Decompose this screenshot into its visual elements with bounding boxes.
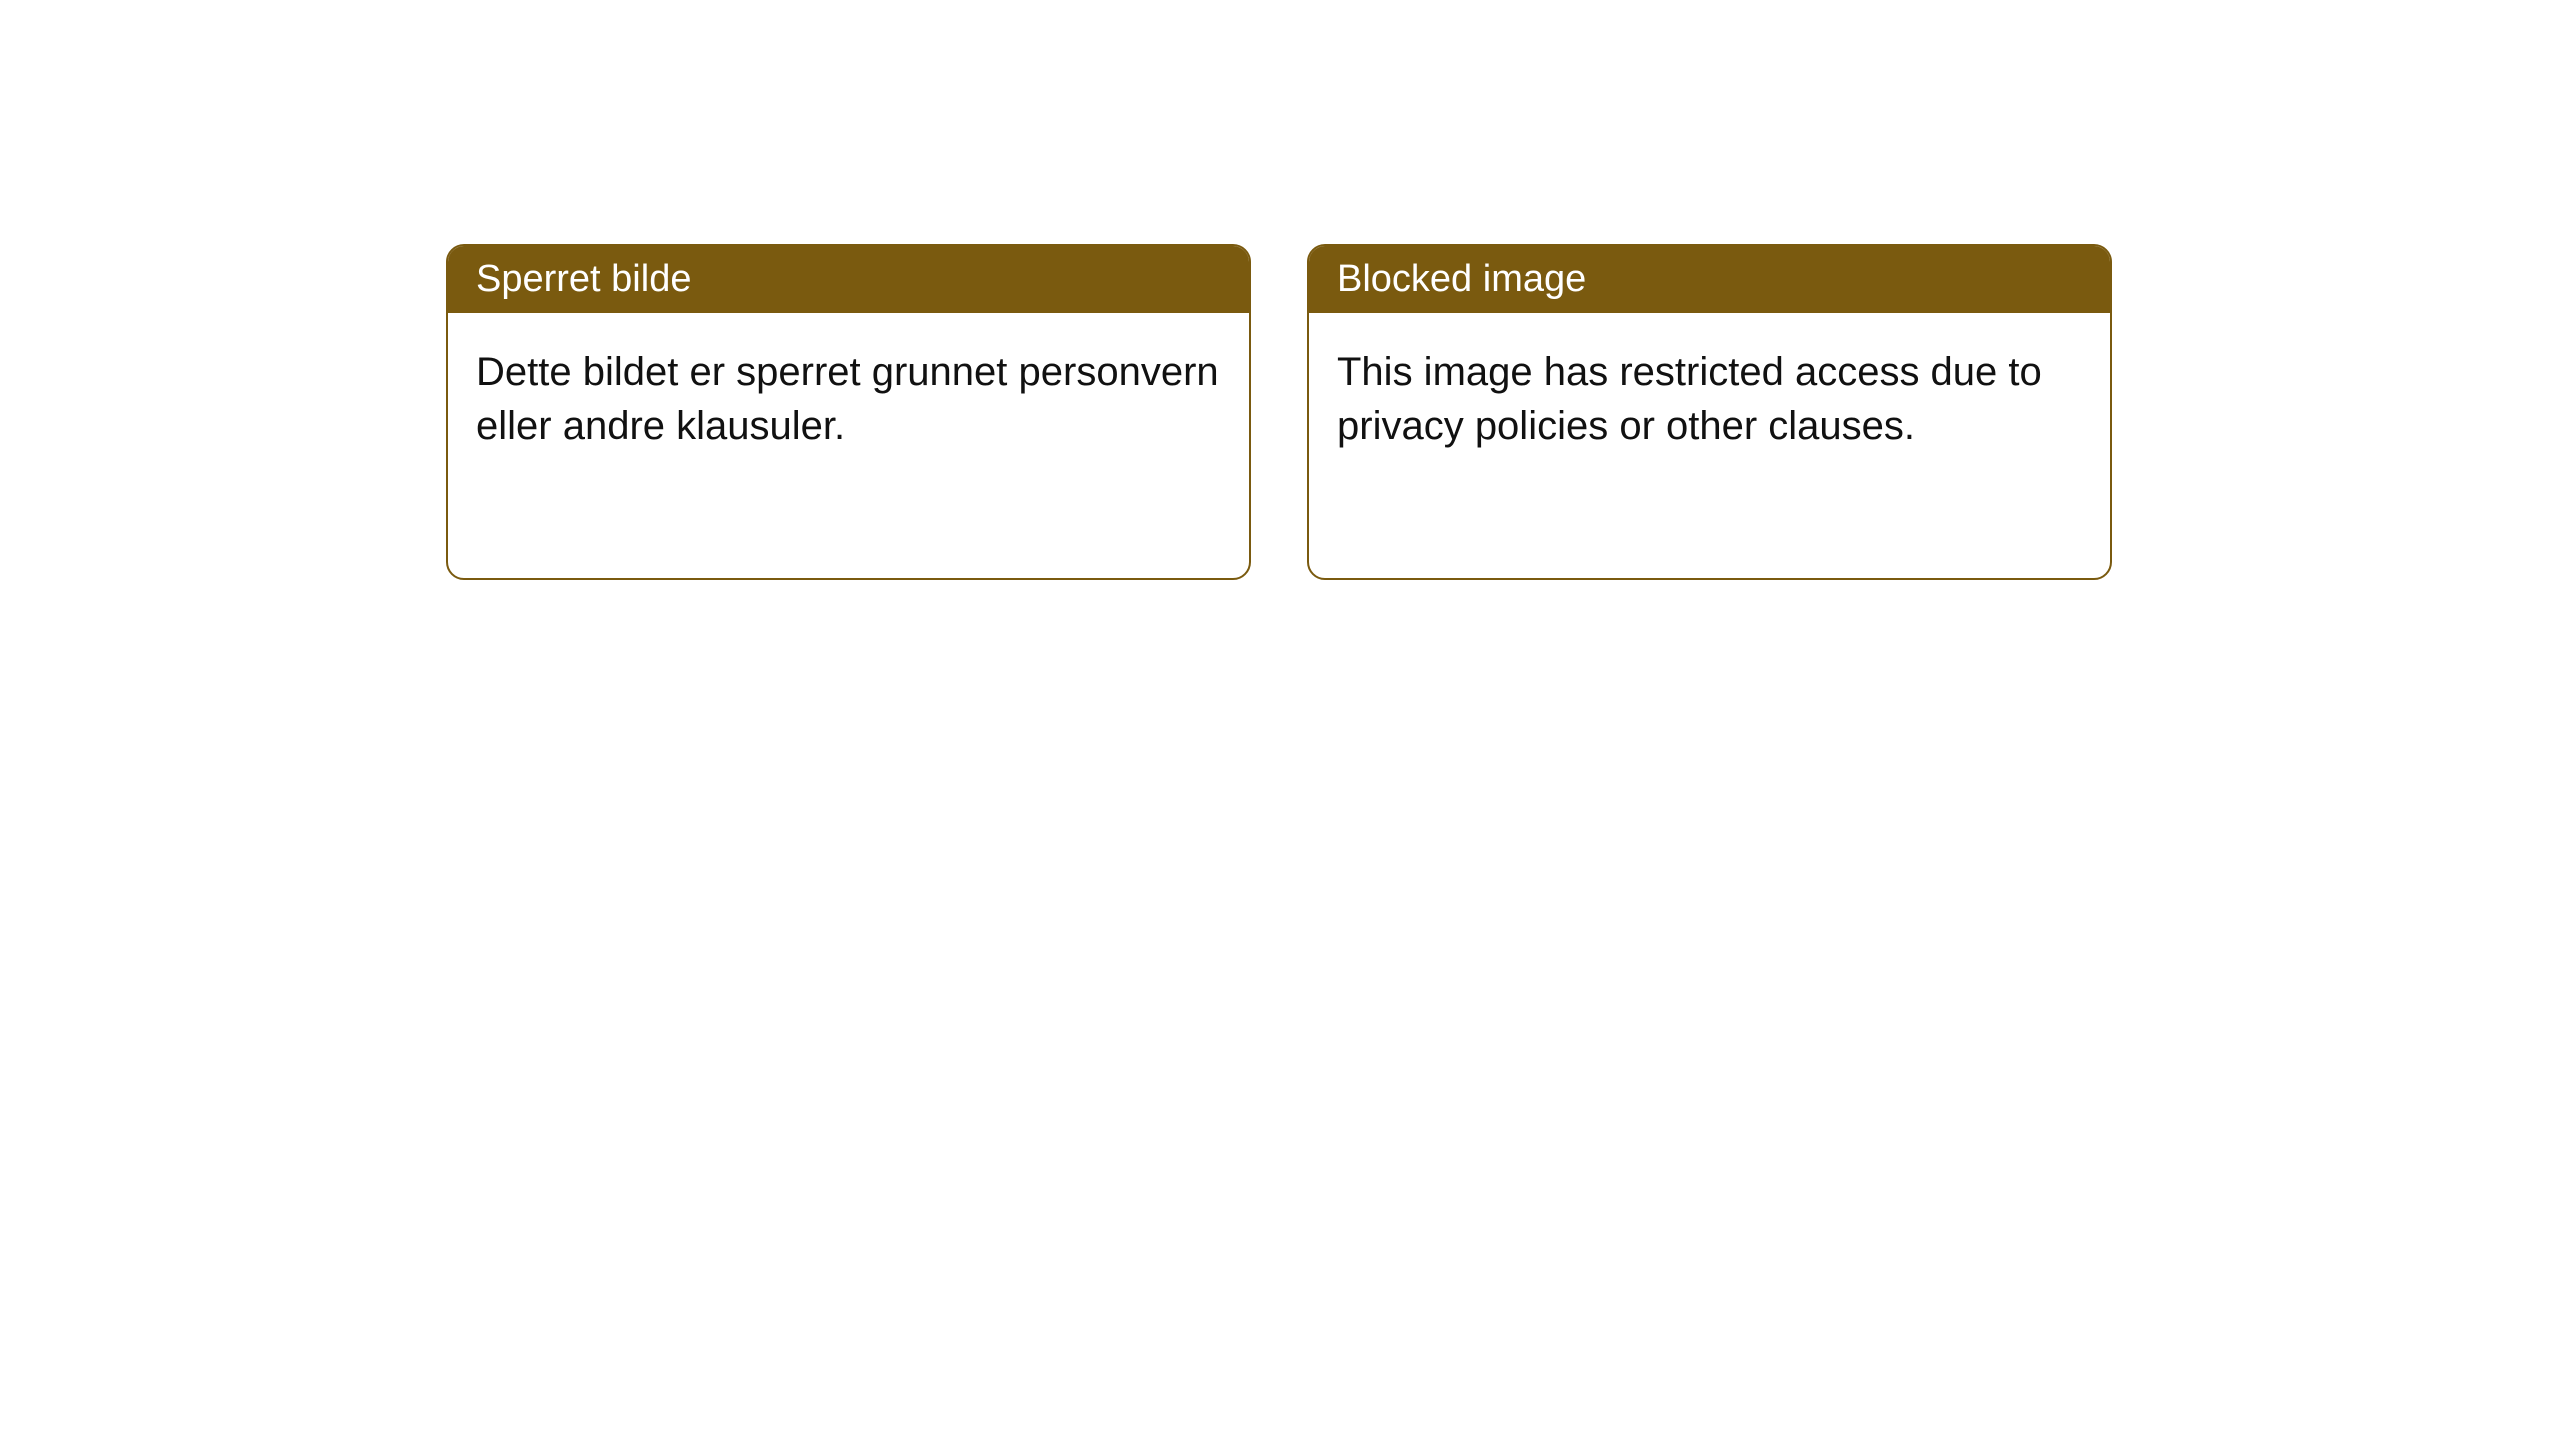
- card-title: Blocked image: [1309, 246, 2110, 313]
- notice-card-norwegian: Sperret bilde Dette bildet er sperret gr…: [446, 244, 1251, 580]
- card-body: This image has restricted access due to …: [1309, 313, 2110, 485]
- card-body: Dette bildet er sperret grunnet personve…: [448, 313, 1249, 485]
- notice-container: Sperret bilde Dette bildet er sperret gr…: [446, 244, 2112, 580]
- notice-card-english: Blocked image This image has restricted …: [1307, 244, 2112, 580]
- card-title: Sperret bilde: [448, 246, 1249, 313]
